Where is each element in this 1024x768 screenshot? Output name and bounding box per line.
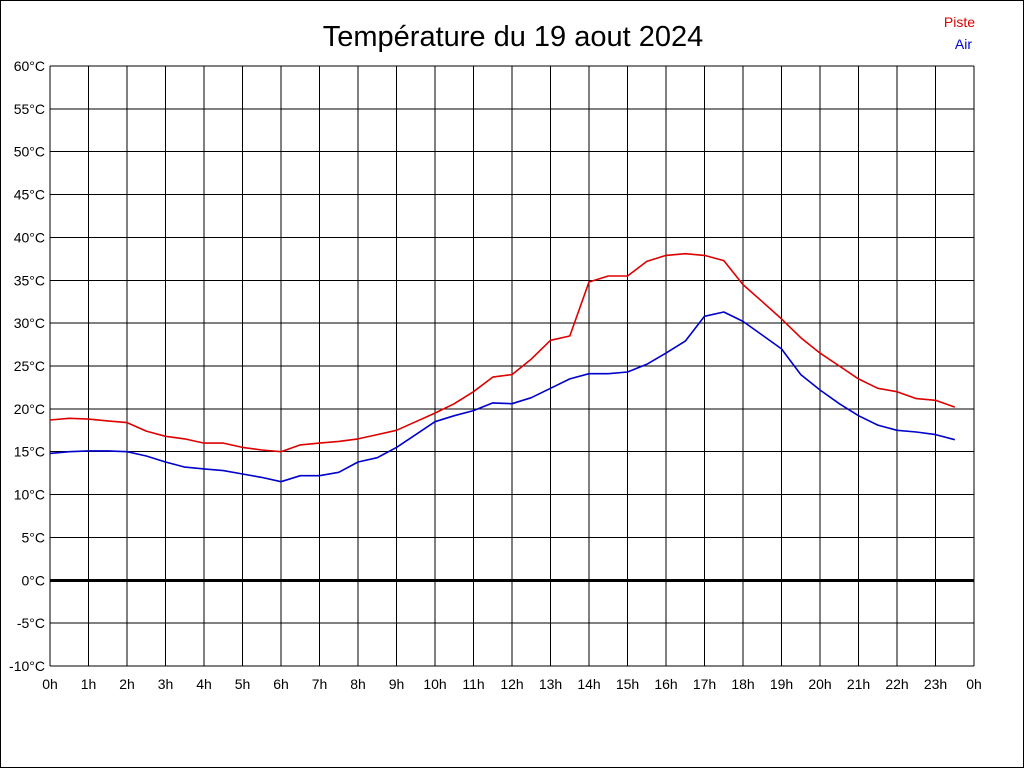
x-tick-label: 0h	[966, 676, 982, 692]
x-tick-label: 6h	[273, 676, 289, 692]
x-tick-labels: 0h 1h 2h 3h 4h 5h 6h 7h 8h 9h 10h 11h 12h 13h 14h 15h 16…	[42, 676, 982, 692]
x-tick-label: 4h	[196, 676, 212, 692]
x-tick-label: 18h	[731, 676, 754, 692]
x-tick-label: 20h	[808, 676, 831, 692]
x-tick-label: 9h	[389, 676, 405, 692]
x-tick-label: 22h	[885, 676, 908, 692]
y-tick-label: 35°C	[14, 272, 45, 288]
x-tick-label: 12h	[500, 676, 523, 692]
x-tick-label: 17h	[693, 676, 716, 692]
y-tick-label: 45°C	[14, 187, 45, 203]
y-tick-label: 60°C	[14, 58, 45, 74]
x-tick-label: 7h	[312, 676, 328, 692]
x-tick-label: 8h	[350, 676, 366, 692]
y-tick-label: 0°C	[22, 572, 46, 588]
x-tick-label: 0h	[42, 676, 58, 692]
x-tick-label: 14h	[577, 676, 600, 692]
y-tick-label: 15°C	[14, 444, 45, 460]
series-layer	[49, 252, 956, 483]
y-tick-label: 40°C	[14, 229, 45, 245]
x-tick-label: 1h	[81, 676, 97, 692]
grid	[49, 65, 975, 667]
x-tick-label: 5h	[235, 676, 251, 692]
y-tick-labels: 60°C 55°C 50°C 45°C 40°C 35°C 30°C 25°C 20°C 15°C…	[9, 58, 45, 674]
y-tick-label: -10°C	[9, 658, 45, 674]
y-tick-label: 5°C	[22, 529, 46, 545]
series-line-piste	[49, 252, 956, 453]
x-tick-label: 3h	[158, 676, 174, 692]
y-tick-label: 30°C	[14, 315, 45, 331]
x-tick-label: 15h	[616, 676, 639, 692]
y-tick-label: 25°C	[14, 358, 45, 374]
x-tick-label: 23h	[924, 676, 947, 692]
y-tick-label: 10°C	[14, 487, 45, 503]
series-line-air	[49, 311, 956, 483]
legend-label-piste: Piste	[944, 14, 975, 30]
x-tick-label: 16h	[654, 676, 677, 692]
x-tick-label: 21h	[847, 676, 870, 692]
legend-label-air: Air	[955, 36, 972, 52]
y-tick-label: 20°C	[14, 401, 45, 417]
y-tick-label: 55°C	[14, 101, 45, 117]
x-tick-label: 10h	[423, 676, 446, 692]
x-tick-label: 11h	[462, 676, 484, 692]
x-tick-label: 19h	[770, 676, 793, 692]
y-tick-label: -5°C	[17, 615, 45, 631]
x-tick-label: 2h	[119, 676, 135, 692]
y-tick-label: 50°C	[14, 144, 45, 160]
chart-title: Température du 19 aout 2024	[323, 21, 704, 53]
x-tick-label: 13h	[539, 676, 562, 692]
legend: Piste Air	[944, 14, 975, 52]
